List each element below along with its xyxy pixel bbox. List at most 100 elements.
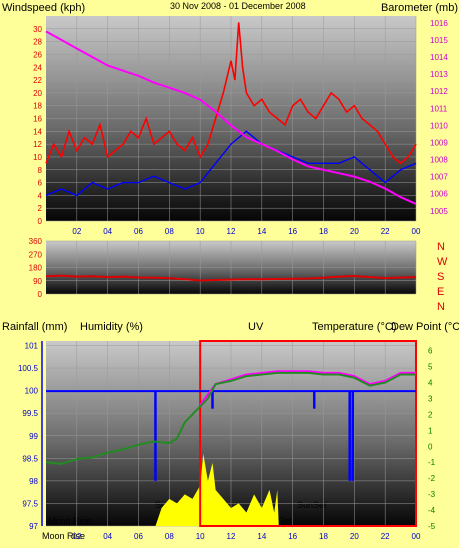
humidity-y-tick: 99.5 [22,409,38,418]
temp-y-tick: -1 [428,458,436,467]
wind-y-tick: 12 [33,140,42,149]
dewpoint-label: Dew Point (°C [391,321,459,333]
temp-x-tick: 08 [165,532,174,541]
sunset-label: SunSet [297,500,327,510]
temp-x-tick: 14 [257,532,266,541]
temp-y-tick: 5 [428,363,433,372]
rainfall-label: Rainfall (mm) [2,321,67,333]
baro-y-tick: 1012 [430,87,448,96]
humidity-y-tick: 97.5 [22,499,38,508]
wind-x-tick: 08 [165,227,174,236]
wind-y-tick: 28 [33,38,42,47]
temp-y-tick: 6 [428,347,433,356]
wind-y-tick: 6 [38,179,43,188]
plot-marks: 0246810121416182022242628301005100610071… [18,16,448,541]
barometer-axis-label: Barometer (mb) [381,2,458,14]
moonrise-label: Moon Rise [48,516,91,526]
wind-x-tick: 16 [288,227,297,236]
windspeed-axis-label: Windspeed (kph) [2,2,85,14]
wind-y-tick: 18 [33,102,42,111]
uv-label: UV [248,321,264,333]
moonrise-label-2: Moon Rise [42,531,85,541]
wind-y-tick: 30 [33,25,42,34]
windspeed-avg-line [45,130,417,197]
humidity-y-tick: 100 [25,387,39,396]
temp-x-tick: 06 [134,532,143,541]
temp-x-tick: 10 [196,532,205,541]
wind-y-tick: 0 [38,217,43,226]
wind-y-tick: 2 [38,204,43,213]
wind-y-tick: 8 [38,166,43,175]
temp-y-tick: 1 [428,426,433,435]
dewpoint-line [199,370,416,406]
temp-y-tick: 2 [428,410,433,419]
temp-y-tick: -3 [428,490,436,499]
wind-direction-line [45,274,417,282]
baro-y-tick: 1013 [430,70,448,79]
wind-y-tick: 16 [33,115,42,124]
baro-y-tick: 1015 [430,36,448,45]
wind-y-tick: 4 [38,191,43,200]
barometer-line [45,30,417,205]
temp-x-tick: 20 [350,532,359,541]
dir-y-tick: 90 [33,277,42,286]
temperature-label: Temperature (°C) [312,321,396,333]
temp-x-tick: 16 [288,532,297,541]
temp-x-tick: 12 [227,532,236,541]
compass-label: S [437,271,444,283]
temp-x-tick: 00 [412,532,421,541]
wind-y-tick: 24 [33,63,42,72]
humidity-y-tick: 101 [25,342,39,351]
temp-x-tick: 22 [381,532,390,541]
baro-y-tick: 1016 [430,19,448,28]
uv-window-box [199,340,417,527]
baro-y-tick: 1010 [430,121,448,130]
chart-date-subtitle: 30 Nov 2008 - 01 December 2008 [170,1,306,11]
temp-y-tick: -5 [428,522,436,531]
compass-label: E [437,286,444,298]
wind-y-tick: 20 [33,89,42,98]
wind-x-tick: 14 [257,227,266,236]
baro-y-tick: 1009 [430,138,448,147]
humidity-label: Humidity (%) [80,321,143,333]
humidity-y-tick: 98 [29,477,38,486]
wind-x-tick: 18 [319,227,328,236]
dir-y-tick: 180 [29,264,43,273]
wind-x-tick: 20 [350,227,359,236]
temp-x-tick: 18 [319,532,328,541]
compass-label: N [437,241,445,253]
dir-y-tick: 270 [29,250,43,259]
temp-y-tick: 3 [428,394,433,403]
humidity-y-tick: 98.5 [22,454,38,463]
baro-y-tick: 1008 [430,156,448,165]
temperature-line [45,371,416,465]
wind-y-tick: 22 [33,76,42,85]
wind-x-tick: 02 [72,227,81,236]
wind-x-tick: 10 [196,227,205,236]
compass-label: N [437,301,445,313]
wind-x-tick: 04 [103,227,112,236]
temp-y-tick: 0 [428,442,433,451]
temp-y-tick: -4 [428,506,436,515]
temp-y-tick: -2 [428,474,436,483]
humidity-y-tick: 99 [29,432,38,441]
wind-x-tick: 22 [381,227,390,236]
wind-y-tick: 10 [33,153,42,162]
baro-y-tick: 1006 [430,190,448,199]
uv-area [155,453,279,526]
temp-x-tick: 02 [72,532,81,541]
wind-x-tick: 06 [134,227,143,236]
wind-y-tick: 26 [33,50,42,59]
wind-y-tick: 14 [33,127,42,136]
baro-y-tick: 1014 [430,53,448,62]
humidity-y-tick: 100.5 [18,364,39,373]
wind-x-tick: 12 [227,227,236,236]
baro-y-tick: 1011 [430,104,448,113]
compass-label: W [437,256,448,268]
dir-y-tick: 360 [29,237,43,246]
dir-y-tick: 0 [38,290,43,299]
windspeed-gust-line [45,22,417,165]
baro-y-tick: 1005 [430,207,448,216]
